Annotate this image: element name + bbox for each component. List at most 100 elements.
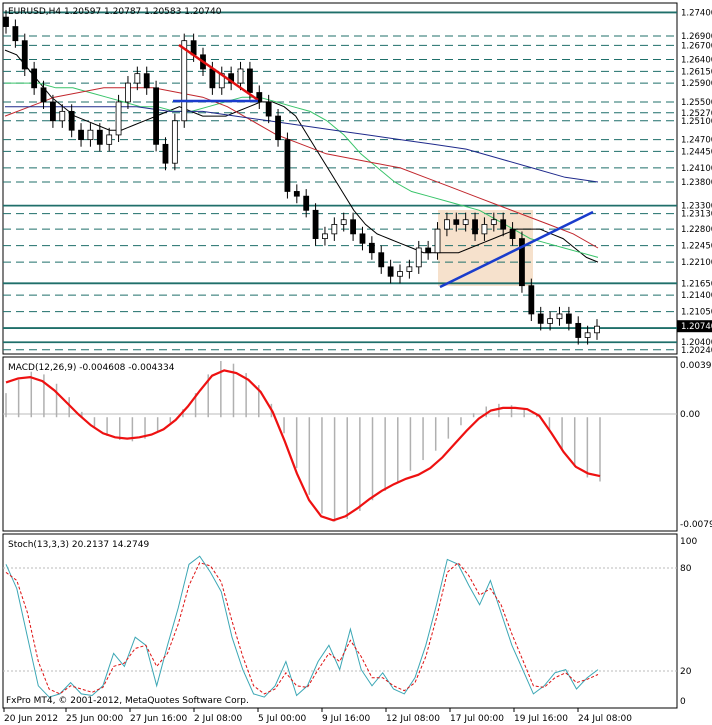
- price-candle: [453, 219, 460, 225]
- time-tick-label: 19 Jul 16:00: [514, 714, 568, 724]
- price-level-label: 1.24450: [681, 147, 712, 157]
- price-candle: [378, 252, 385, 268]
- price-candle: [359, 233, 366, 244]
- price-level-label: 1.22100: [681, 258, 712, 268]
- macd-signal: [5, 369, 601, 522]
- price-candle: [584, 332, 591, 338]
- price-candle: [59, 110, 66, 122]
- macd-tick-max: 0.00392: [680, 361, 712, 371]
- price-level-label: 1.25100: [681, 117, 712, 127]
- macd-panel: [2, 356, 678, 532]
- red-trendline: [178, 43, 259, 102]
- time-tick-label: 5 Jul 00:00: [258, 714, 307, 724]
- price-candle: [134, 73, 141, 84]
- price-candle: [115, 101, 122, 136]
- price-candle: [181, 40, 188, 122]
- price-candle: [500, 219, 507, 230]
- price-level-label: 1.25270: [681, 109, 712, 119]
- ma-red-line: [4, 87, 599, 249]
- price-candle: [350, 219, 356, 235]
- price-candle: [481, 224, 488, 235]
- price-candle: [125, 82, 131, 103]
- price-candle: [256, 92, 263, 103]
- price-candle: [368, 242, 375, 254]
- stoch-signal-line: [5, 561, 599, 695]
- price-series: [3, 10, 600, 345]
- price-level-label: 1.20240: [681, 346, 712, 356]
- price-level-label: 1.27400: [681, 8, 712, 18]
- price-candle: [575, 322, 582, 338]
- time-tick-label: 25 Jun 00:00: [66, 714, 123, 724]
- time-axis: 20 Jun 2012 25 Jun 00:00 27 Jun 16:00 2 Jul…: [3, 708, 632, 724]
- current-price-box: [677, 320, 712, 333]
- price-candle: [40, 87, 47, 103]
- time-tick-label: 24 Jul 08:00: [578, 714, 632, 724]
- price-candle: [171, 120, 178, 164]
- price-level-label: 1.26150: [681, 67, 712, 77]
- price-candle: [162, 143, 169, 164]
- price-level-label: 1.21400: [681, 291, 712, 301]
- blue-trendline: [439, 210, 594, 289]
- price-candle: [434, 228, 441, 254]
- price-candle: [3, 16, 9, 27]
- price-level-label: 1.25900: [681, 79, 712, 89]
- price-candle: [322, 233, 328, 239]
- price-candle: [490, 219, 497, 225]
- price-candle: [50, 101, 56, 122]
- price-candle: [397, 271, 403, 277]
- price-candle: [425, 247, 432, 254]
- price-candle: [87, 129, 94, 141]
- stoch-tick-20: 20: [680, 667, 692, 677]
- price-levels: [3, 11, 677, 351]
- stoch-panel: [2, 533, 678, 709]
- price-candle: [143, 73, 150, 89]
- price-level-label: 1.22450: [681, 242, 712, 252]
- price-level-label: 1.26900: [681, 32, 712, 42]
- price-candle: [594, 325, 600, 334]
- macd-tick-zero: 0.00: [680, 410, 700, 420]
- stoch-main-line: [5, 555, 599, 698]
- price-candle: [472, 219, 478, 235]
- price-candle: [528, 285, 535, 315]
- price-level-label: 1.26700: [681, 41, 712, 51]
- price-candle: [556, 313, 563, 320]
- price-candle: [537, 313, 544, 324]
- price-level-label: 1.26400: [681, 56, 712, 66]
- price-level-label: 1.25500: [681, 98, 712, 108]
- time-tick-label: 9 Jul 16:00: [322, 714, 371, 724]
- price-axis-labels: 1.27400 1.269001.26700 1.264001.26150 1.259…: [677, 8, 712, 356]
- price-candle: [31, 68, 38, 89]
- ma-green-line: [5, 82, 599, 258]
- price-candle: [68, 110, 75, 131]
- price-candle: [547, 318, 553, 324]
- price-panel-title: EURUSD,H4 1.20597 1.20787 1.20583 1.2074…: [8, 7, 222, 17]
- price-candle: [303, 195, 310, 211]
- price-candle: [462, 219, 469, 225]
- ma-blue-line: [5, 106, 599, 183]
- time-tick-label: 2 Jul 08:00: [194, 714, 243, 724]
- price-candle: [284, 139, 291, 192]
- price-candle: [265, 101, 272, 117]
- copyright-text: FxPro MT4, © 2001-2012, MetaQuotes Softw…: [6, 696, 249, 706]
- macd-panel-title: MACD(12,26,9) -0.004608 -0.004334: [8, 363, 175, 373]
- price-level-label: 1.21650: [681, 279, 712, 289]
- price-level-label: 1.23130: [681, 210, 712, 220]
- stoch-tick-0: 0: [680, 697, 686, 707]
- price-candle: [209, 68, 216, 89]
- price-level-label: 1.23300: [681, 202, 712, 212]
- price-candle: [519, 238, 525, 287]
- time-tick-label: 12 Jul 08:00: [386, 714, 440, 724]
- price-candle: [237, 68, 244, 84]
- price-candle: [106, 134, 113, 145]
- time-tick-label: 27 Jun 16:00: [130, 714, 187, 724]
- price-level-label: 1.24700: [681, 136, 712, 146]
- stoch-lines: [5, 555, 599, 698]
- price-candle: [415, 247, 422, 268]
- stoch-panel-title: Stoch(13,3,3) 20.2137 14.2749: [8, 540, 149, 550]
- price-candle: [247, 68, 253, 93]
- stoch-tick-80: 80: [680, 564, 692, 574]
- macd-histogram: [5, 361, 601, 522]
- price-candle: [96, 129, 103, 145]
